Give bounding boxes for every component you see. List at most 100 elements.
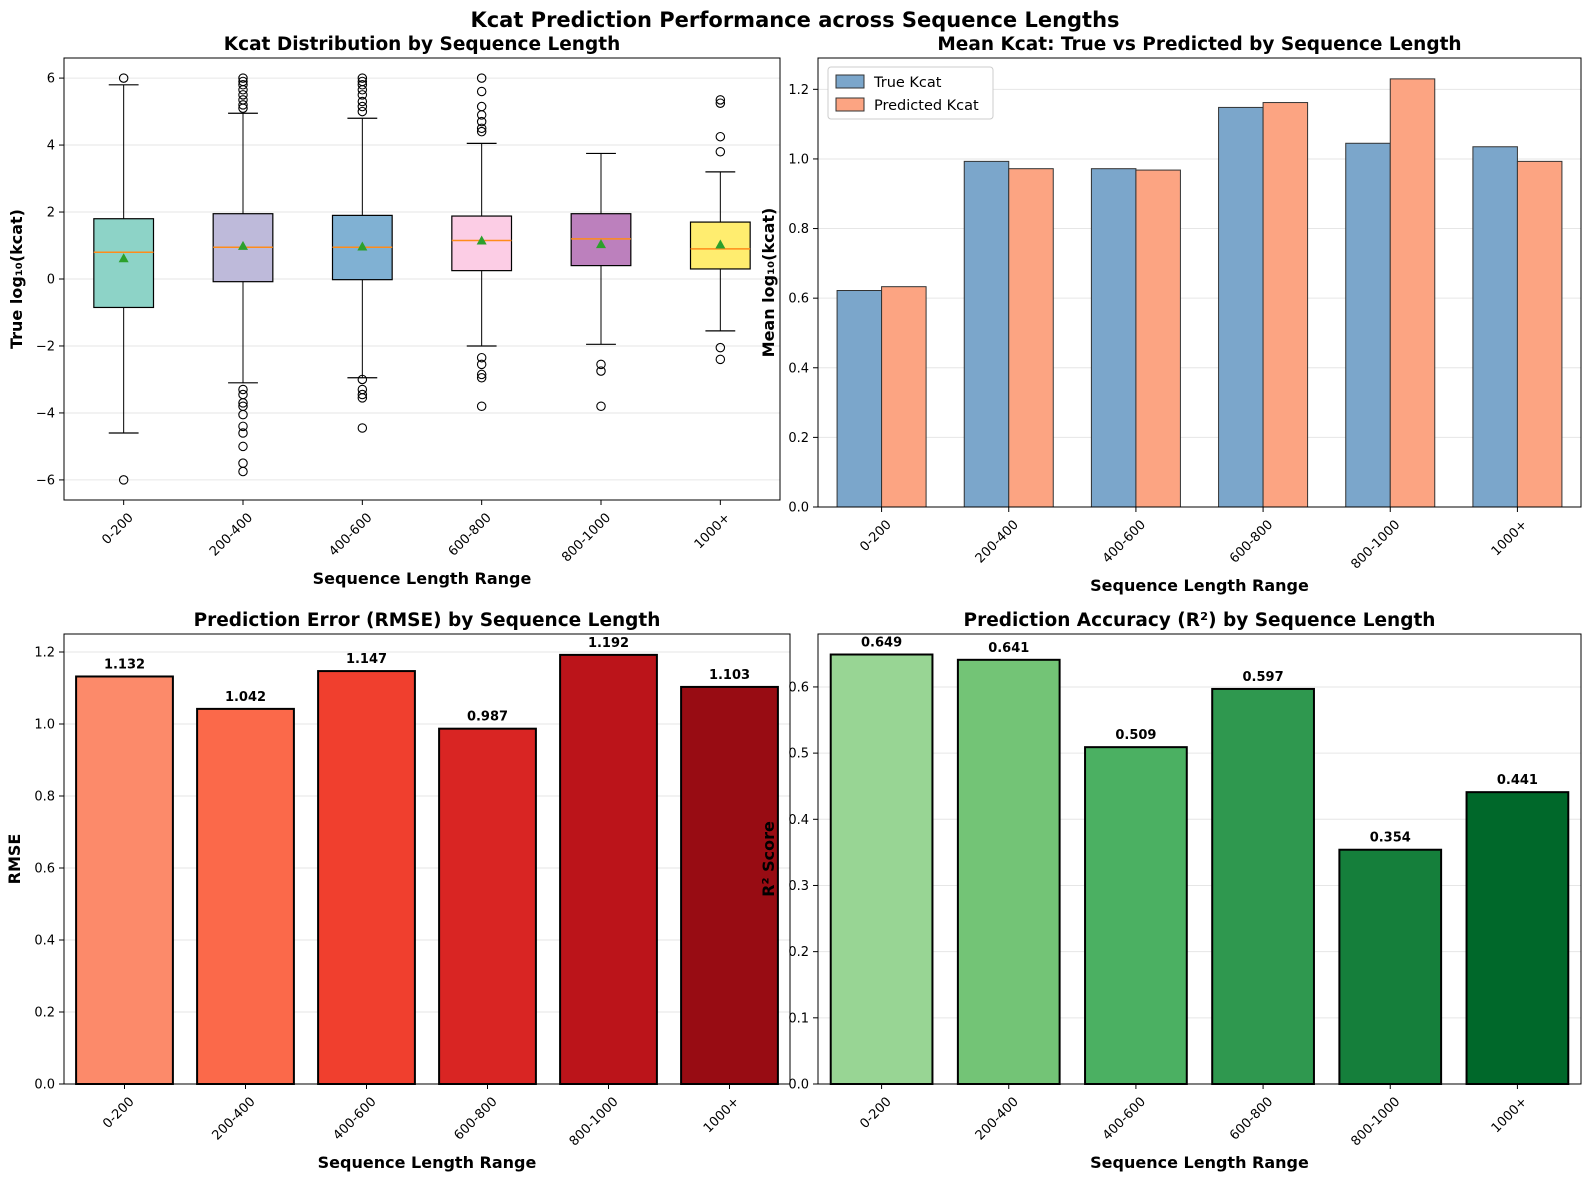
bar-predicted-kcat-200-400 bbox=[1008, 168, 1054, 508]
y-tick-label: 2 bbox=[47, 206, 55, 221]
x-axis-label: Sequence Length Range bbox=[318, 1153, 537, 1172]
outlier-point bbox=[476, 359, 487, 370]
bar-predicted-kcat-1000+ bbox=[1516, 160, 1563, 508]
bar-400-600 bbox=[317, 670, 416, 1086]
y-tick-label: 0.0 bbox=[34, 1078, 55, 1093]
x-tick-label: 400-600 bbox=[326, 510, 375, 559]
outlier-point bbox=[715, 342, 726, 353]
mean-marker bbox=[238, 240, 248, 250]
bar-true-kcat-200-400 bbox=[963, 160, 1010, 508]
box-body bbox=[93, 218, 155, 309]
x-tick-label: 1000+ bbox=[701, 1094, 743, 1136]
x-tick-label: 0-200 bbox=[857, 1094, 894, 1131]
x-tick-label: 600-800 bbox=[1227, 1094, 1276, 1143]
outlier-point bbox=[238, 398, 248, 408]
outlier-point bbox=[357, 90, 368, 100]
mean-marker bbox=[357, 241, 368, 251]
y-tick-label: 4 bbox=[47, 139, 55, 154]
panel-title: Prediction Error (RMSE) by Sequence Leng… bbox=[194, 610, 661, 631]
value-label: 0.649 bbox=[861, 636, 902, 651]
value-label: 0.641 bbox=[988, 641, 1029, 656]
panel-title: Kcat Distribution by Sequence Length bbox=[224, 34, 620, 55]
outlier-point bbox=[357, 393, 368, 403]
x-tick-label: 400-600 bbox=[331, 1094, 380, 1143]
chart-panel-1: Kcat Distribution by Sequence Length −6 −4… bbox=[7, 34, 781, 588]
y-tick-label: 0.0 bbox=[788, 501, 809, 516]
bar-1000+ bbox=[1465, 791, 1570, 1085]
bar-400-600 bbox=[1084, 746, 1188, 1085]
outlier-point bbox=[238, 103, 248, 113]
x-tick-label: 800-1000 bbox=[559, 510, 614, 565]
value-label: 0.597 bbox=[1243, 670, 1284, 685]
bar-true-kcat-400-600 bbox=[1090, 168, 1137, 508]
bar-predicted-kcat-0-200 bbox=[881, 286, 927, 508]
x-tick-label: 1000+ bbox=[1489, 1094, 1531, 1136]
outlier-point bbox=[238, 95, 248, 105]
outlier-point bbox=[238, 409, 248, 420]
x-tick-label: 0-200 bbox=[100, 1094, 137, 1131]
value-label: 1.132 bbox=[104, 657, 145, 672]
y-tick-label: 0.2 bbox=[788, 431, 809, 446]
y-tick-label: 0.8 bbox=[788, 222, 809, 237]
outlier-point bbox=[238, 389, 248, 400]
axes-frame bbox=[63, 57, 781, 501]
outlier-point bbox=[715, 95, 726, 105]
bar-800-1000 bbox=[1338, 848, 1443, 1085]
bar-800-1000 bbox=[559, 653, 658, 1085]
box-600-800 bbox=[451, 73, 513, 411]
panel-title: Mean Kcat: True vs Predicted by Sequence… bbox=[937, 34, 1461, 55]
y-tick-label: −6 bbox=[36, 473, 55, 488]
legend-swatch bbox=[835, 97, 865, 112]
outlier-point bbox=[357, 384, 368, 395]
outlier-point bbox=[357, 80, 368, 90]
mean-marker bbox=[118, 253, 129, 263]
value-label: 1.103 bbox=[709, 668, 750, 683]
outlier-point bbox=[118, 73, 129, 83]
chart-panel-4: Prediction Accuracy (R²) by Sequence Len… bbox=[759, 610, 1582, 1172]
outlier-point bbox=[476, 373, 487, 383]
bar-200-400 bbox=[956, 658, 1061, 1085]
x-tick-label: 200-400 bbox=[973, 1094, 1022, 1143]
y-tick-label: 1.2 bbox=[788, 83, 809, 98]
axes-frame bbox=[817, 57, 1582, 508]
outlier-point bbox=[476, 101, 487, 112]
bar-600-800 bbox=[1211, 687, 1315, 1085]
outlier-point bbox=[596, 366, 606, 376]
x-tick-label: 0-200 bbox=[857, 517, 894, 554]
y-tick-label: 6 bbox=[47, 72, 55, 87]
outlier-point bbox=[118, 475, 129, 485]
outlier-point bbox=[238, 85, 248, 95]
x-axis-label: Sequence Length Range bbox=[313, 569, 532, 588]
x-tick-label: 600-800 bbox=[1227, 517, 1276, 566]
y-tick-label: −2 bbox=[36, 339, 55, 354]
box-200-400 bbox=[212, 73, 274, 477]
bar-0-200 bbox=[829, 653, 934, 1085]
x-tick-label: 400-600 bbox=[1100, 1094, 1149, 1143]
legend: True Kcat Predicted Kcat bbox=[827, 66, 994, 120]
outlier-point bbox=[357, 389, 368, 400]
outlier-point bbox=[238, 90, 248, 100]
bar-predicted-kcat-800-1000 bbox=[1389, 78, 1436, 508]
y-tick-label: 0.6 bbox=[34, 862, 55, 877]
outlier-point bbox=[238, 80, 248, 90]
outlier-point bbox=[476, 401, 487, 411]
x-tick-label: 400-600 bbox=[1100, 517, 1149, 566]
axes-frame bbox=[817, 633, 1582, 1085]
outlier-point bbox=[476, 86, 487, 97]
axes-frame bbox=[63, 633, 791, 1085]
figure-suptitle: Kcat Prediction Performance across Seque… bbox=[470, 8, 1119, 32]
outlier-point bbox=[238, 384, 248, 395]
outlier-point bbox=[238, 458, 248, 468]
mean-marker bbox=[476, 235, 487, 245]
y-tick-label: 0.4 bbox=[788, 361, 809, 376]
outlier-point bbox=[476, 110, 487, 120]
x-tick-label: 800-1000 bbox=[1348, 1094, 1403, 1149]
y-tick-label: 0.2 bbox=[788, 945, 809, 960]
y-tick-label: 0 bbox=[47, 273, 55, 288]
bar-200-400 bbox=[196, 707, 295, 1085]
outlier-point bbox=[357, 423, 368, 433]
outlier-point bbox=[357, 96, 368, 107]
x-tick-label: 200-400 bbox=[973, 517, 1022, 566]
y-axis-label: Mean log₁₀(kcat) bbox=[759, 208, 778, 358]
